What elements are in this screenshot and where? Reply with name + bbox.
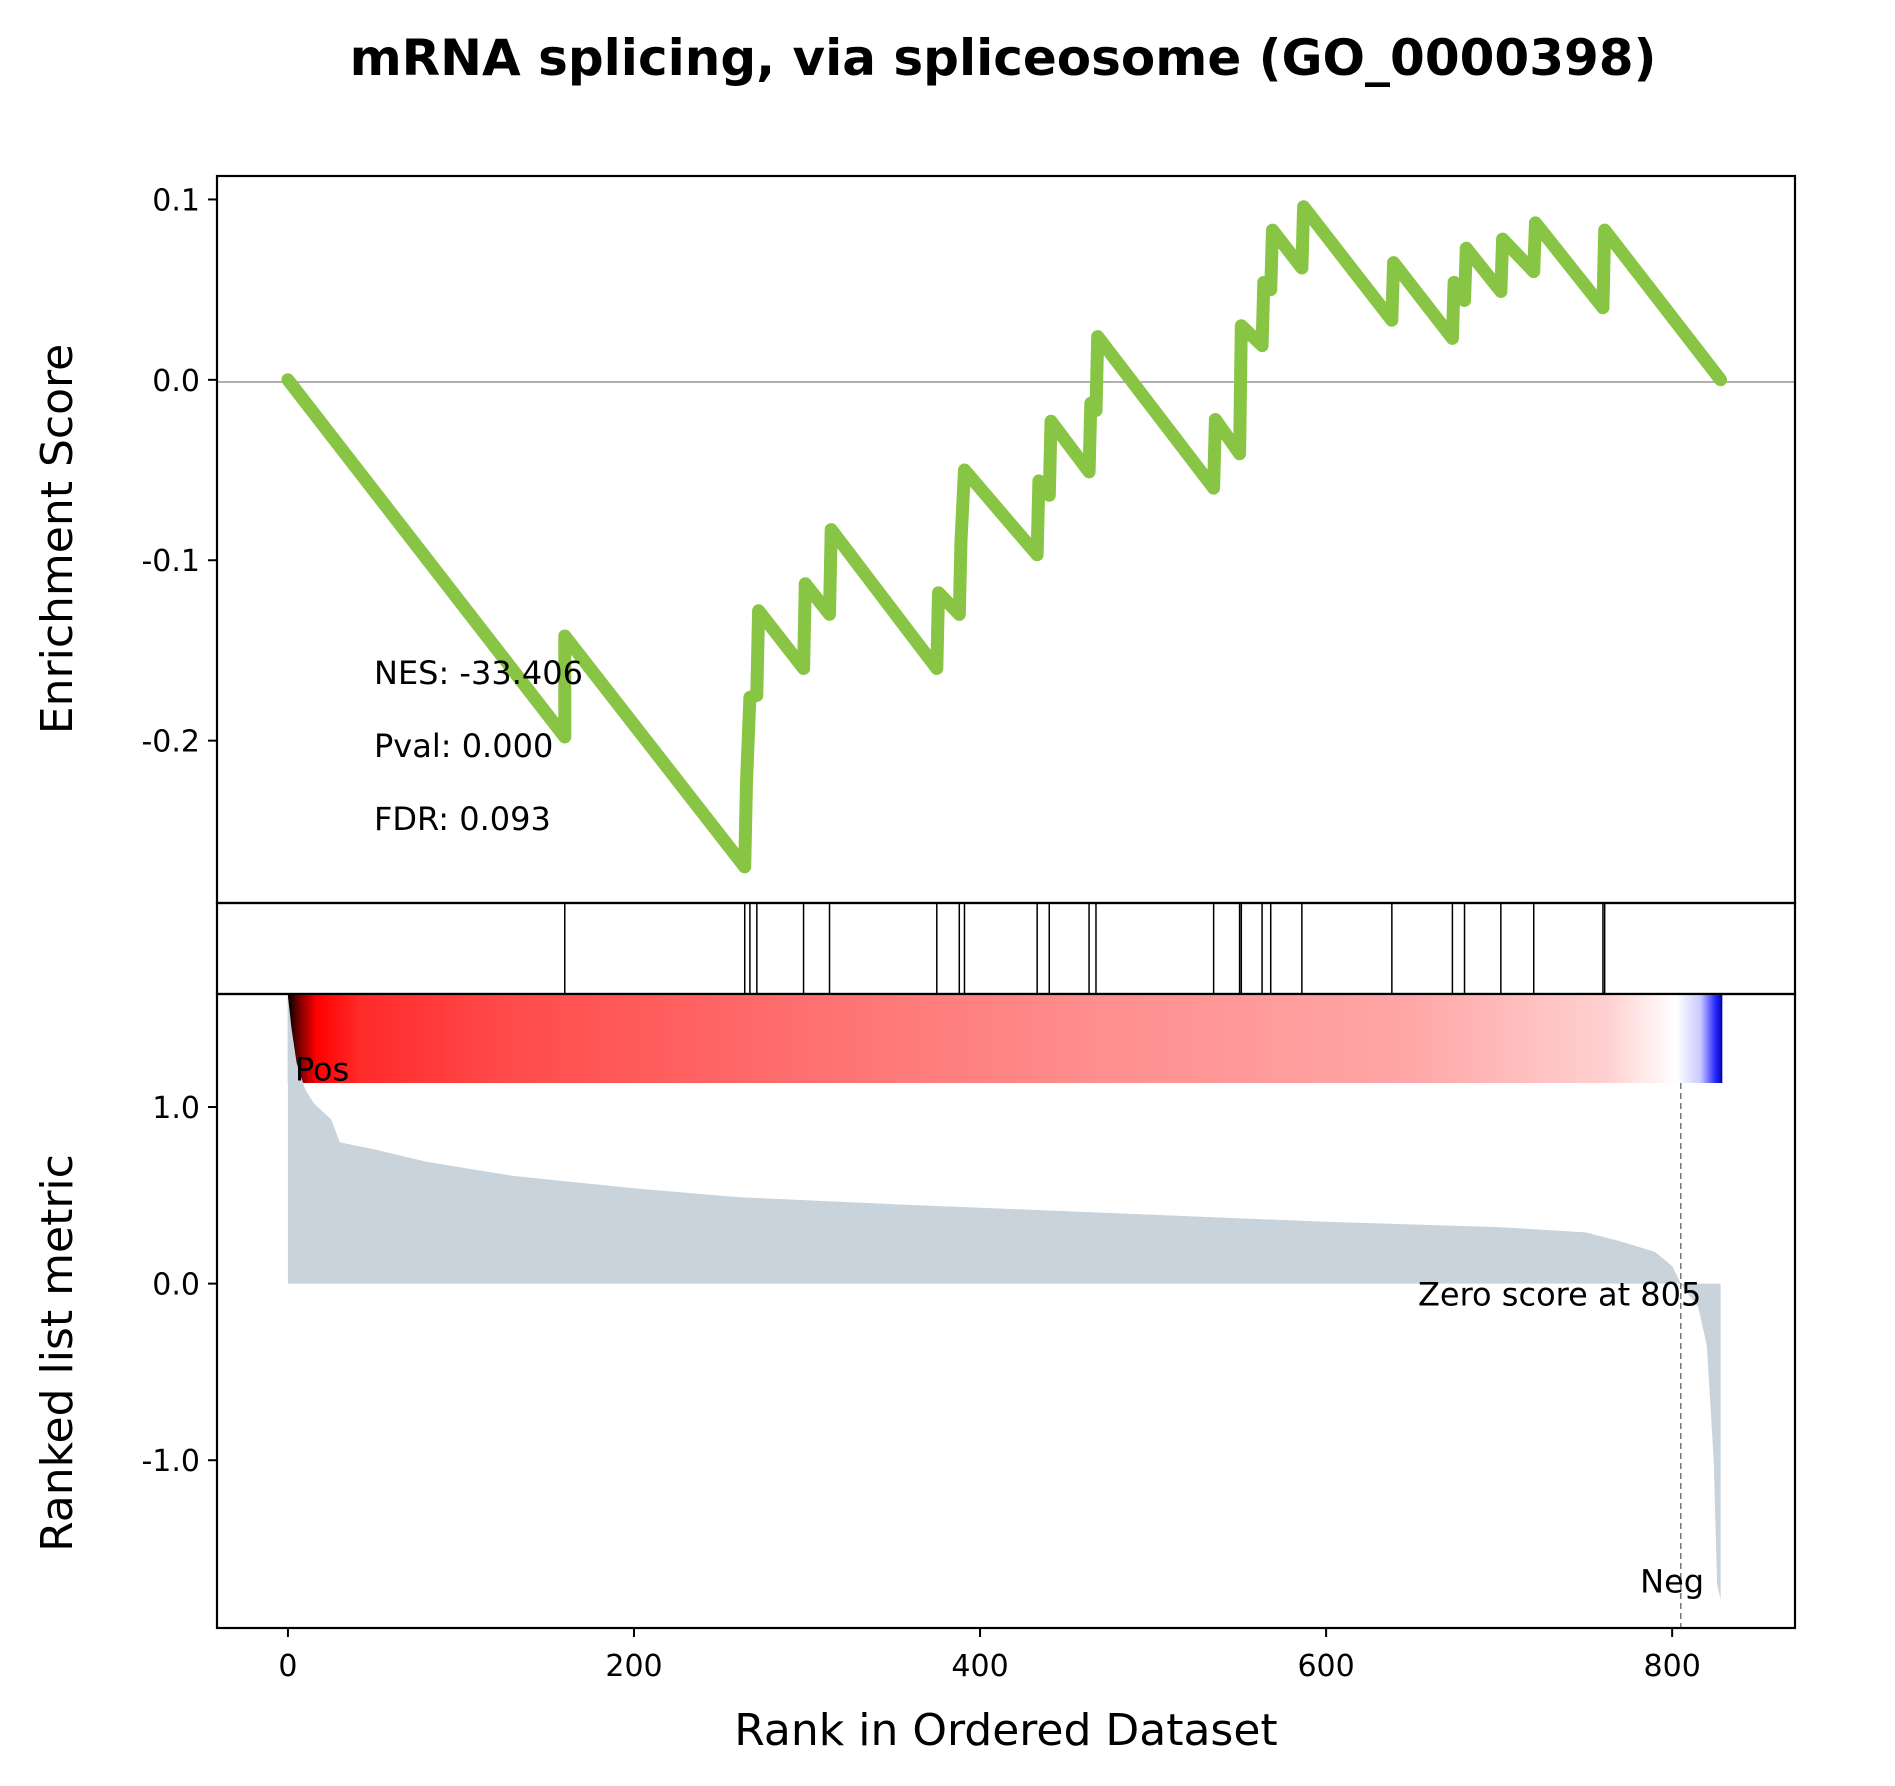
fdr-annotation: FDR: 0.093 [374, 800, 551, 838]
x-tick-label: 200 [605, 1649, 662, 1684]
enrichment-y-label: Enrichment Score [32, 344, 83, 734]
metric-y-tick-label: -1.0 [141, 1444, 200, 1479]
x-axis-ticks: 0 200 400 600 800 [278, 1628, 1701, 1684]
enrichment-frame [215, 174, 1797, 905]
enrichment-score-line [281, 200, 1728, 874]
pval-annotation: Pval: 0.000 [374, 727, 553, 765]
enrichment-y-tick-label: 0.1 [152, 183, 200, 218]
nes-annotation: NES: -33.406 [374, 654, 583, 692]
metric-y-label: Ranked list metric [32, 1154, 83, 1552]
enrichment-y-tick-label: -0.2 [141, 725, 200, 760]
enrichment-y-tick-label: -0.1 [141, 544, 200, 579]
metric-y-ticks: 1.0 0.0 -1.0 [141, 1091, 217, 1479]
enrichment-y-tick-label: 0.0 [152, 364, 200, 399]
metric-frame [215, 992, 1797, 1630]
enrichment-y-ticks: 0.1 0.0 -0.1 -0.2 [141, 183, 217, 760]
metric-panel: Zero score at 805 Pos Neg 1.0 0.0 -1.0 0 20… [32, 992, 1797, 1756]
gene-hit-lines [564, 903, 1606, 994]
metric-y-tick-label: 0.0 [152, 1268, 200, 1303]
x-tick-label: 600 [1297, 1649, 1354, 1684]
x-tick-label: 800 [1644, 1649, 1701, 1684]
x-axis-label: Rank in Ordered Dataset [734, 1705, 1277, 1756]
x-tick-label: 400 [951, 1649, 1008, 1684]
pos-label: Pos [295, 1051, 349, 1089]
hits-panel [215, 901, 1797, 996]
chart-title: mRNA splicing, via spliceosome (GO_00003… [350, 29, 1657, 87]
metric-y-tick-label: 1.0 [152, 1091, 200, 1126]
neg-label: Neg [1640, 1563, 1704, 1601]
zero-score-label: Zero score at 805 [1418, 1276, 1701, 1314]
x-tick-label: 0 [278, 1649, 297, 1684]
enrichment-panel: 0.1 0.0 -0.1 -0.2 Enrichment Score NES: -33… [32, 174, 1797, 905]
hits-frame [215, 901, 1797, 996]
rank-colorbar [287, 994, 1723, 1083]
